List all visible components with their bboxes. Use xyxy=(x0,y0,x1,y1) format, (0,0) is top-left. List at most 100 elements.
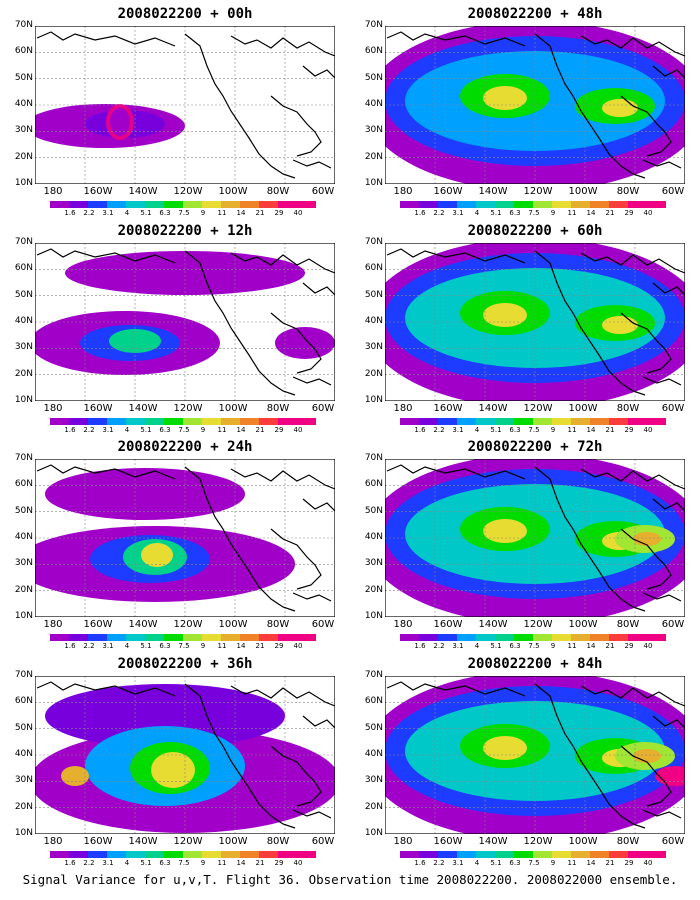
longitude-label: 160W xyxy=(83,619,113,630)
longitude-label: 100W xyxy=(218,186,248,197)
colorbar-swatch xyxy=(240,418,259,425)
colorbar-tick-label: 29 xyxy=(624,642,634,650)
coastline xyxy=(302,498,335,512)
colorbar-tick-label: 11 xyxy=(567,426,577,434)
colorbar-tick-label: 9 xyxy=(200,642,206,650)
variance-contour xyxy=(602,99,638,117)
forecast-map-panel: 2008022200 + 12h 70N 60N 50N 40N 30N 20N 10N 180… xyxy=(5,223,335,437)
colorbar-swatch xyxy=(647,418,666,425)
latitude-label: 40N xyxy=(364,316,383,326)
colorbar-swatch xyxy=(400,201,419,208)
longitude-label: 180 xyxy=(43,619,63,630)
colorbar-tick-label: 3.1 xyxy=(452,642,464,650)
longitude-label: 60W xyxy=(661,619,685,630)
colorbar-tick-label: 29 xyxy=(274,426,284,434)
colorbar-swatch xyxy=(202,634,221,641)
colorbar-tick-label: 7.5 xyxy=(178,426,190,434)
variance-contour xyxy=(633,749,661,763)
latitude-label: 40N xyxy=(14,532,33,542)
colorbar-swatch xyxy=(297,851,316,858)
longitude-label: 160W xyxy=(433,403,463,414)
longitude-label: 160W xyxy=(433,186,463,197)
colorbar-swatch xyxy=(609,418,628,425)
colorbar-tick-label: 3.1 xyxy=(452,426,464,434)
colorbar-tick-label: 14 xyxy=(236,209,246,217)
colorbar-swatch xyxy=(145,851,164,858)
longitude-label: 60W xyxy=(661,836,685,847)
variance-map xyxy=(35,243,335,401)
colorbar-tick-label: 40 xyxy=(293,642,303,650)
coastline xyxy=(386,464,526,480)
panel-title: 2008022200 + 12h xyxy=(117,223,253,239)
colorbar-tick-label: 2.2 xyxy=(83,426,95,434)
colorbar-swatch xyxy=(533,201,552,208)
latitude-label: 60N xyxy=(364,263,383,274)
latitude-label: 30N xyxy=(364,342,383,353)
longitude-label: 60W xyxy=(661,403,685,414)
colorbar-swatch xyxy=(278,634,297,641)
latitude-label: 40N xyxy=(364,532,383,542)
colorbar-tick-label: 40 xyxy=(293,209,303,217)
forecast-map-panel: 2008022200 + 60h 70N 60N 50N 40N 30N 20N 10N 180… xyxy=(355,223,685,437)
colorbar-swatch xyxy=(88,418,107,425)
latitude-label: 10N xyxy=(364,611,383,621)
colorbar-tick-label: 3.1 xyxy=(102,642,114,650)
colorbar-tick-label: 4 xyxy=(474,209,480,217)
variance-map xyxy=(35,26,335,184)
latitude-label: 70N xyxy=(14,237,33,247)
latitude-label: 50N xyxy=(14,289,33,300)
colorbar-swatch xyxy=(69,851,88,858)
colorbar-tick-label: 4 xyxy=(124,426,130,434)
colorbar-tick-label: 6.3 xyxy=(159,209,171,217)
latitude-label: 10N xyxy=(14,395,33,405)
longitude-label: 160W xyxy=(433,836,463,847)
longitude-label: 120W xyxy=(173,403,203,414)
variance-contour xyxy=(45,468,245,520)
colorbar-swatch xyxy=(438,851,457,858)
coastline xyxy=(580,252,685,274)
colorbar xyxy=(400,851,666,858)
colorbar-tick-label: 5.1 xyxy=(490,859,502,867)
variance-contour xyxy=(151,752,195,788)
coastline xyxy=(620,528,672,590)
latitude-label: 20N xyxy=(364,368,383,379)
colorbar-swatch xyxy=(419,634,438,641)
colorbar-tick-label: 11 xyxy=(217,426,227,434)
colorbar-swatch xyxy=(107,418,126,425)
colorbar-swatch xyxy=(552,851,571,858)
colorbar-swatch xyxy=(647,201,666,208)
longitude-label: 60W xyxy=(311,403,335,414)
colorbar-swatch xyxy=(202,418,221,425)
longitude-label: 100W xyxy=(568,403,598,414)
colorbar-swatch xyxy=(495,418,514,425)
colorbar-swatch xyxy=(107,201,126,208)
longitude-label: 80W xyxy=(266,619,290,630)
colorbar-swatch xyxy=(126,634,145,641)
longitude-label: 140W xyxy=(478,619,508,630)
coastline xyxy=(302,65,335,79)
colorbar-tick-label: 9 xyxy=(200,426,206,434)
longitude-label: 140W xyxy=(478,403,508,414)
colorbar-tick-label: 29 xyxy=(274,642,284,650)
longitude-label: 100W xyxy=(218,619,248,630)
colorbar-swatch xyxy=(164,418,183,425)
longitude-label: 100W xyxy=(218,403,248,414)
coastline xyxy=(292,159,332,169)
latitude-label: 70N xyxy=(14,670,33,680)
coastline xyxy=(534,250,646,396)
colorbar-tick-label: 40 xyxy=(293,426,303,434)
colorbar xyxy=(50,851,316,858)
panel-title: 2008022200 + 48h xyxy=(467,6,603,22)
colorbar-swatch xyxy=(183,418,202,425)
colorbar-swatch xyxy=(183,201,202,208)
colorbar-swatch xyxy=(107,851,126,858)
longitude-label: 160W xyxy=(83,836,113,847)
colorbar-tick-label: 7.5 xyxy=(178,209,190,217)
latitude-label: 20N xyxy=(364,584,383,595)
latitude-label: 20N xyxy=(364,801,383,812)
colorbar-swatch xyxy=(628,418,647,425)
colorbar-swatch xyxy=(571,851,590,858)
latitude-label: 70N xyxy=(364,670,383,680)
colorbar-tick-label: 21 xyxy=(255,859,265,867)
forecast-map-panel: 2008022200 + 84h 70N 60N 50N 40N 30N 20N 10N 180… xyxy=(355,656,685,870)
